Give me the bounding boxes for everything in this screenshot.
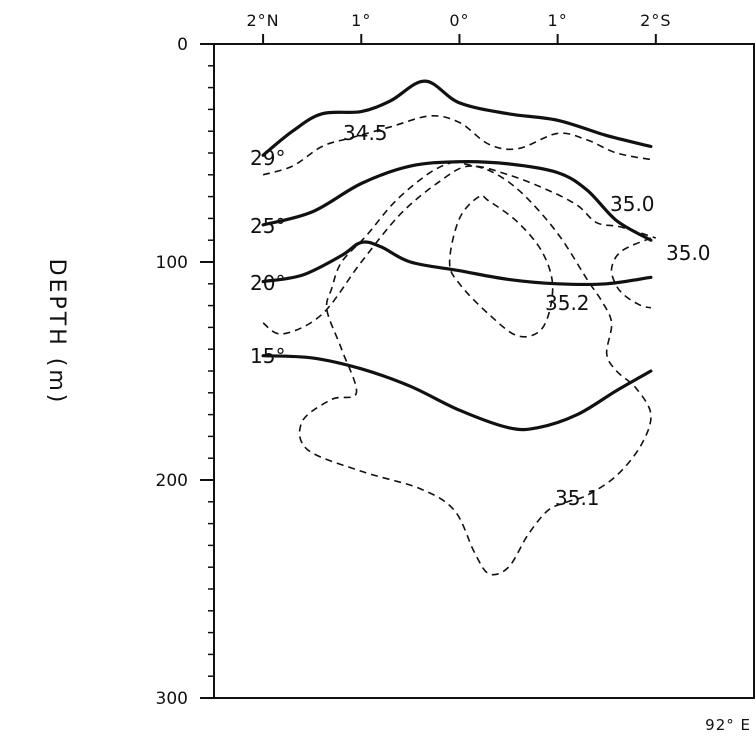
isotherm-label: 20°: [250, 271, 285, 295]
isohaline-label: 35.2: [545, 291, 590, 315]
x-tick-label: 2°S: [640, 11, 671, 30]
isohaline-label: 34.5: [343, 121, 388, 145]
isotherm-label: 25°: [250, 214, 285, 238]
isotherm-label: 29°: [250, 146, 285, 170]
y-tick-label: 200: [156, 471, 188, 491]
y-axis-label: DEPTH (m): [44, 259, 69, 406]
isohaline-label: 35.0: [610, 192, 655, 216]
isotherm-line: [261, 79, 653, 157]
x-tick-label: 2°N: [247, 11, 280, 30]
y-tick-labels: 0 100 200 300: [156, 35, 188, 709]
y-tick-label: 300: [156, 689, 188, 709]
isotherm-line: [261, 160, 653, 242]
x-tick-labels: 2°N 1° 0° 1° 2°S: [247, 11, 671, 30]
isohaline-label: 35.1: [555, 486, 600, 510]
isohaline-line: [610, 237, 652, 309]
isohaline-label: 35.0: [666, 241, 711, 265]
isotherm-line: [261, 354, 653, 432]
contour-labels: 29° 25° 20° 15° 34.5 35.0 35.0 35.2 35.1: [250, 121, 711, 510]
isotherm-line: [261, 240, 653, 287]
x-tick-label: 1°: [351, 11, 371, 30]
isohaline-line: [262, 114, 652, 176]
isohaline-line: [448, 194, 554, 338]
isohaline-line: [298, 160, 652, 576]
x-tick-label: 1°: [548, 11, 568, 30]
contour-lines: [261, 79, 657, 576]
x-tick-label: 0°: [449, 11, 469, 30]
isohaline-line: [262, 165, 657, 335]
y-axis-ticks: [200, 43, 214, 699]
longitude-label: 92° E: [705, 716, 751, 734]
y-tick-label: 0: [177, 35, 188, 55]
y-tick-label: 100: [156, 253, 188, 273]
isotherm-label: 15°: [250, 344, 285, 368]
x-axis-ticks: [262, 34, 657, 44]
